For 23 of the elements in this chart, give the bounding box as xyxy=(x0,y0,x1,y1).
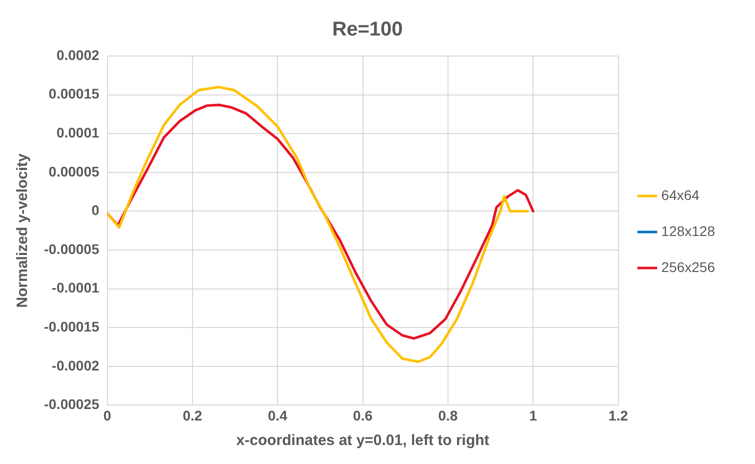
y-tick-label: 0.00015 xyxy=(48,86,100,102)
x-tick-label: 0.4 xyxy=(268,407,288,424)
y-tick-label: -0.00025 xyxy=(44,396,100,412)
y-axis-title: Normalized y-velocity xyxy=(14,152,32,308)
x-tick-label: 0.8 xyxy=(438,407,458,424)
legend-label: 64x64 xyxy=(661,186,700,203)
y-tick-label: -0.0002 xyxy=(52,357,100,374)
chart-title: Re=100 xyxy=(332,18,403,41)
y-tick-label: -0.00005 xyxy=(44,240,100,257)
x-tick-label: 1 xyxy=(529,407,538,424)
y-tick-label: 0.0001 xyxy=(56,124,100,140)
x-tick-label: 0.2 xyxy=(182,407,202,424)
legend-label: 256x256 xyxy=(661,258,716,275)
y-tick-label: 0 xyxy=(91,202,100,218)
x-axis-title: x-coordinates at y=0.01, left to right xyxy=(236,432,490,450)
y-tick-label: -0.0001 xyxy=(52,280,100,296)
x-tick-label: 0 xyxy=(103,407,112,424)
legend-label: 128x128 xyxy=(661,222,716,239)
y-tick-label: 0.00005 xyxy=(48,163,100,180)
y-tick-label: 0.0002 xyxy=(56,46,100,63)
x-tick-label: 0.6 xyxy=(353,407,373,424)
x-tick-label: 1.2 xyxy=(608,407,628,424)
y-tick-label: -0.00015 xyxy=(44,318,100,334)
